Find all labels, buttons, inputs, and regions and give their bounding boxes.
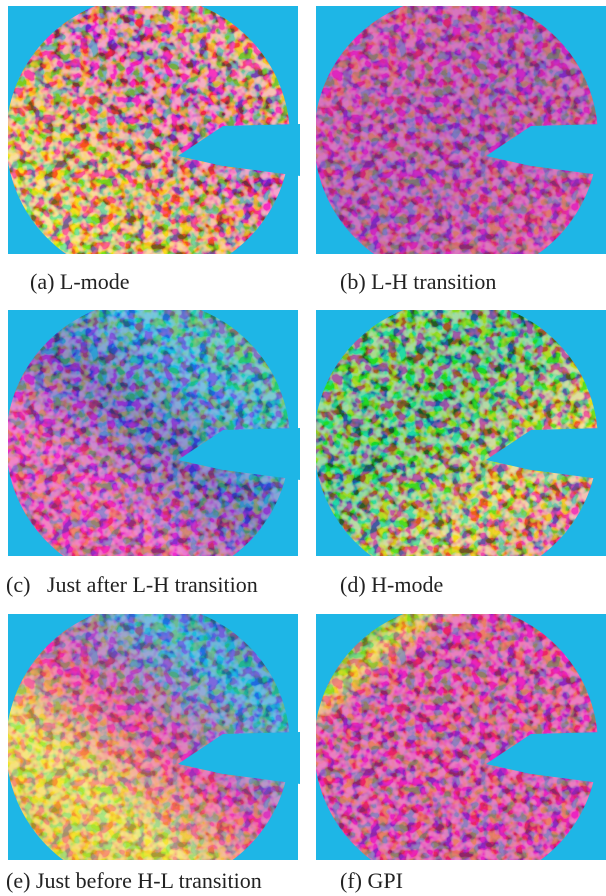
panel-f-image [316,614,606,860]
page: {"figure": {"panels": [ {"caption": "(a)… [0,0,606,896]
caption: (b) L-H transition [340,269,496,294]
caption: (e) Just before H-L transition [6,868,262,893]
caption: (c) Just after L-H transition [6,572,258,597]
caption: (f) GPI [340,868,403,893]
panel-e-image [8,614,300,860]
caption: (a) L-mode [30,269,130,294]
figure: (a) L-mode (b) L-H transition (c) Just a… [0,0,606,896]
panel-d-image [316,310,606,556]
panel-b-image [316,6,606,254]
panel-a-image [8,6,300,254]
panel-c-image [8,310,300,556]
caption: (d) H-mode [340,572,443,597]
